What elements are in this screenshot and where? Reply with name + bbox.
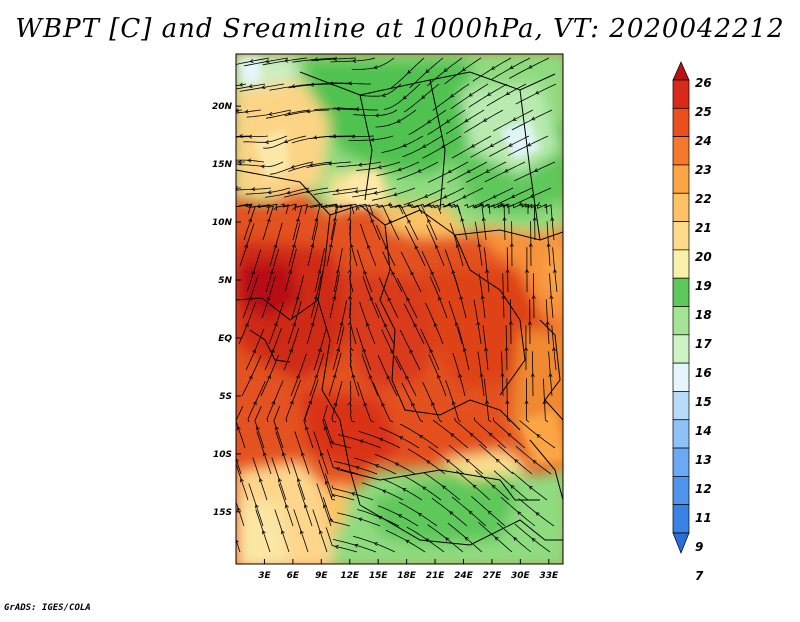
colorbar-label: 24 [695,134,712,148]
lon-label: 12E [340,571,360,581]
colorbar-segment [673,80,689,108]
colorbar-label: 26 [695,76,712,90]
colorbar [673,62,689,553]
lon-label: 6E [287,571,300,581]
lat-label: EQ [218,334,232,344]
colorbar-label: 17 [695,337,712,351]
lat-label: 15S [213,508,232,518]
colorbar-segment [673,222,689,250]
colorbar-label: 20 [695,250,712,264]
lat-label: 5N [218,276,232,286]
colorbar-segment [673,137,689,165]
lon-label: 21E [426,571,446,581]
colorbar-segment [673,335,689,363]
colorbar-label: 11 [695,511,712,525]
colorbar-label: 15 [695,395,712,409]
colorbar-label: 21 [695,221,712,235]
colorbar-segment [673,363,689,391]
lon-label: 15E [369,571,389,581]
colorbar-label: 25 [695,105,712,119]
lat-label: 5S [219,392,232,402]
colorbar-labels: 26 25 24 23 22 21 20 19 18 17 16 15 14 13 12 11 9 7 [695,76,712,583]
lat-label: 10N [212,218,233,228]
colorbar-label: 9 [695,540,703,554]
lat-label: 15N [212,160,233,170]
lon-label: 33E [539,571,559,581]
lon-label: 9E [315,571,328,581]
colorbar-label: 12 [695,482,712,496]
latitude-labels: 20N 15N 10N 5N EQ 5S 10S 15S [212,102,233,518]
lon-label: 3E [258,571,271,581]
colorbar-label: 19 [695,279,712,293]
lon-label: 24E [454,571,474,581]
colorbar-label: 7 [695,569,704,583]
colorbar-segment [673,108,689,136]
colorbar-label: 14 [695,424,712,438]
lon-label: 27E [483,571,503,581]
longitude-labels: 3E 6E 9E 12E 15E 18E 21E 24E 27E 30E 33E [258,571,559,581]
colorbar-top-arrow [673,62,689,80]
colorbar-segment [673,307,689,335]
colorbar-segment [673,165,689,193]
lon-label: 18E [397,571,417,581]
lon-label: 30E [511,571,531,581]
colorbar-label: 18 [695,308,712,322]
colorbar-segment [673,193,689,221]
colorbar-segment [673,476,689,504]
colorbar-bottom-arrow [673,533,689,553]
colorbar-label: 23 [695,163,712,177]
colorbar-segment [673,250,689,278]
colorbar-segment [673,391,689,419]
colorbar-label: 13 [695,453,712,467]
colorbar-segment [673,448,689,476]
colorbar-segment [673,420,689,448]
lat-label: 10S [213,450,232,460]
colorbar-label: 16 [695,366,712,380]
lat-label: 20N [212,102,233,112]
colorbar-segment [673,278,689,306]
colorbar-label: 22 [695,192,712,206]
grads-credit: GrADS: IGES/COLA [4,603,91,613]
colorbar-segment [673,505,689,533]
